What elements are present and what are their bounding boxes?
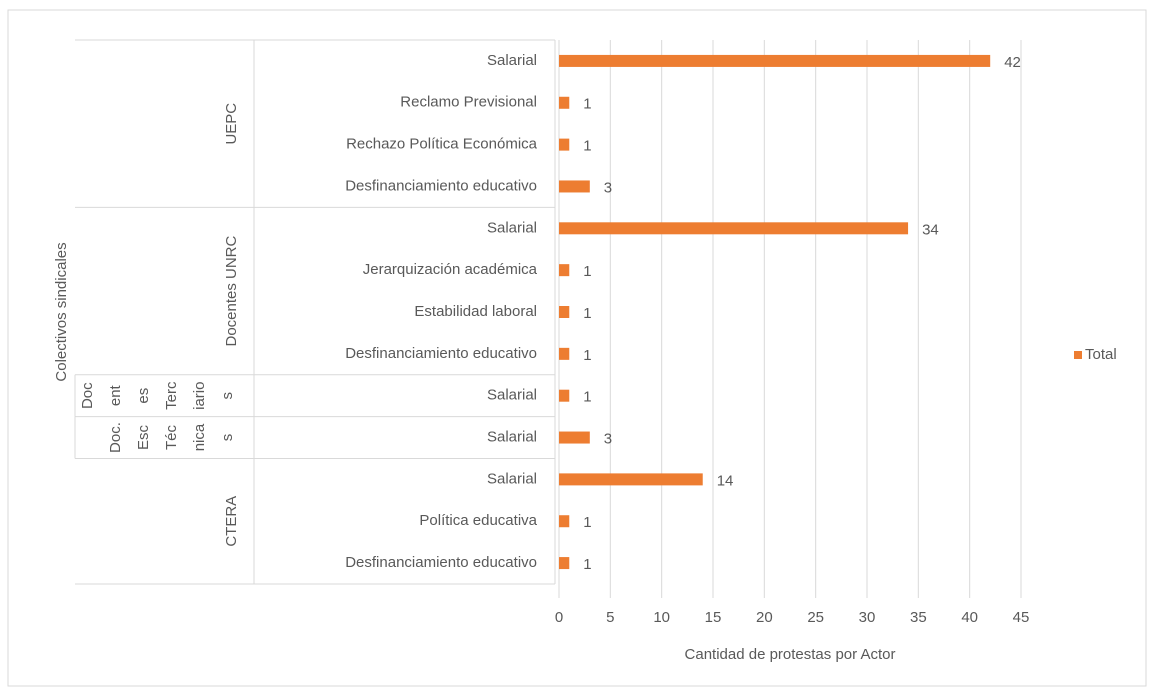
bar xyxy=(559,96,570,109)
bar xyxy=(559,473,703,486)
group-label: Terc xyxy=(163,381,180,410)
legend-swatch xyxy=(1074,351,1082,359)
value-label: 1 xyxy=(583,263,591,280)
value-label: 1 xyxy=(583,514,591,531)
group-label: es xyxy=(135,388,152,404)
group-label: s xyxy=(219,392,236,400)
group-label: UEPC xyxy=(223,103,240,145)
group-label: Doc. xyxy=(107,422,124,453)
value-label: 14 xyxy=(717,472,734,489)
category-label: Salarial xyxy=(487,470,537,487)
bar xyxy=(559,431,590,444)
bar xyxy=(559,264,570,277)
legend-label: Total xyxy=(1085,346,1117,363)
category-label: Desfinanciamiento educativo xyxy=(345,177,537,194)
bar xyxy=(559,180,590,193)
bar xyxy=(559,306,570,318)
group-label: iario xyxy=(191,382,208,410)
value-label: 3 xyxy=(604,179,612,196)
value-label: 42 xyxy=(1004,54,1021,71)
category-label: Estabilidad laboral xyxy=(414,303,537,320)
x-tick-label: 30 xyxy=(859,609,876,626)
value-label: 34 xyxy=(922,221,939,238)
category-label: Desfinanciamiento educativo xyxy=(345,345,537,362)
bar xyxy=(559,515,570,528)
group-label: CTERA xyxy=(223,496,240,547)
group-label: ent xyxy=(107,384,124,406)
x-tick-label: 20 xyxy=(756,609,773,626)
value-label: 1 xyxy=(583,305,591,322)
category-label: Rechazo Política Económica xyxy=(346,136,538,153)
x-tick-label: 40 xyxy=(961,609,978,626)
value-label: 3 xyxy=(604,431,612,448)
category-label: Salarial xyxy=(487,429,537,446)
category-label: Salarial xyxy=(487,219,537,236)
value-label: 1 xyxy=(583,389,591,406)
category-label: Salarial xyxy=(487,387,537,404)
x-tick-label: 15 xyxy=(705,609,722,626)
x-tick-label: 5 xyxy=(606,609,614,626)
group-label: nica xyxy=(191,423,208,451)
category-label: Reclamo Previsional xyxy=(400,94,537,111)
x-tick-label: 25 xyxy=(807,609,824,626)
bar xyxy=(559,389,570,402)
category-label: Política educativa xyxy=(419,512,537,529)
group-label: Docentes UNRC xyxy=(223,235,240,346)
bar xyxy=(559,138,570,151)
value-label: 1 xyxy=(583,138,591,155)
x-tick-label: 35 xyxy=(910,609,927,626)
category-label: Salarial xyxy=(487,52,537,69)
category-label: Jerarquización académica xyxy=(363,261,538,278)
value-label: 1 xyxy=(583,347,591,364)
bar xyxy=(559,347,570,360)
y-axis-label: Colectivos sindicales xyxy=(53,242,70,381)
chart-frame xyxy=(7,9,1147,687)
group-label: s xyxy=(219,434,236,442)
x-axis-label: Cantidad de protestas por Actor xyxy=(685,646,896,663)
bar xyxy=(559,222,909,235)
group-label: Esc xyxy=(135,425,152,451)
bar xyxy=(559,54,991,67)
x-tick-label: 0 xyxy=(555,609,563,626)
group-label: Téc xyxy=(163,425,180,451)
x-tick-label: 10 xyxy=(653,609,670,626)
value-label: 1 xyxy=(583,556,591,573)
category-label: Desfinanciamiento educativo xyxy=(345,554,537,571)
group-label: Doc xyxy=(79,382,96,409)
bar xyxy=(559,557,570,570)
x-tick-label: 45 xyxy=(1013,609,1030,626)
value-label: 1 xyxy=(583,96,591,113)
